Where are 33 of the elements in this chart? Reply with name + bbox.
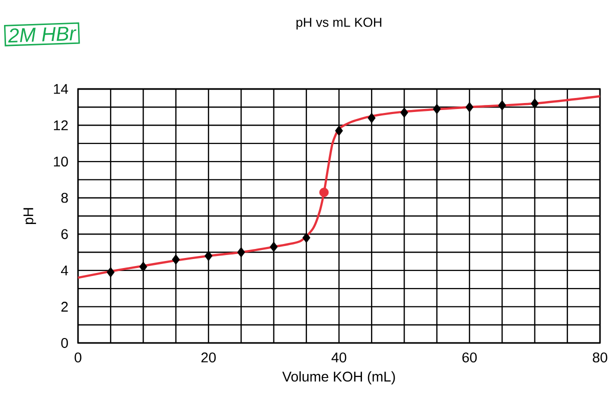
y-tick-label: 0 xyxy=(61,338,68,348)
x-tick-label: 0 xyxy=(74,352,82,362)
y-tick-label: 8 xyxy=(61,192,68,203)
x-tick-label: 40 xyxy=(332,352,346,362)
point xyxy=(302,232,310,243)
point xyxy=(335,126,343,136)
point xyxy=(530,98,539,109)
point xyxy=(466,102,474,112)
point xyxy=(432,104,441,114)
point xyxy=(204,250,212,262)
text: 2M HBr xyxy=(8,26,76,43)
point xyxy=(172,254,180,265)
y-tick-label: 2 xyxy=(61,302,68,312)
point xyxy=(106,267,115,278)
x-axis-title: Volume KOH (mL) xyxy=(282,371,395,384)
y-tick-label: 6 xyxy=(61,229,68,240)
point xyxy=(498,100,506,111)
y-tick-label: 4 xyxy=(61,266,68,276)
point xyxy=(270,242,278,252)
point xyxy=(139,262,148,272)
x-tick-label: 80 xyxy=(592,352,608,362)
y-tick-label: 10 xyxy=(54,156,68,167)
point xyxy=(400,107,408,118)
point xyxy=(319,188,329,198)
y-tick-label: 12 xyxy=(54,120,68,130)
point xyxy=(368,112,376,124)
x-tick-label: 20 xyxy=(201,352,216,362)
point xyxy=(237,247,246,258)
x-tick-label: 60 xyxy=(462,352,477,362)
y-tick-label: 14 xyxy=(54,84,68,94)
chart-title: pH vs mL KOH xyxy=(296,18,382,30)
line-series xyxy=(76,95,602,279)
y-axis-title: pH xyxy=(24,208,36,224)
